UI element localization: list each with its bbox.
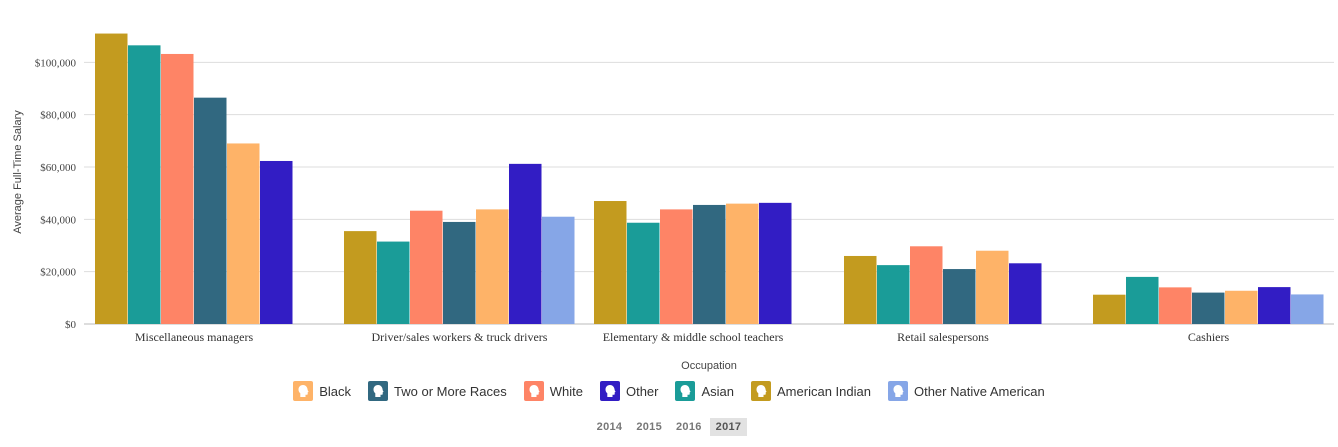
x-category-label: Miscellaneous managers	[135, 330, 254, 344]
y-tick-label: $80,000	[40, 110, 76, 122]
legend-label: American Indian	[777, 383, 871, 399]
legend-item[interactable]: Other	[599, 381, 659, 401]
bar-asian[interactable]	[377, 241, 410, 324]
bar-white[interactable]	[660, 209, 693, 324]
bar-other[interactable]	[260, 160, 293, 324]
bar-two-or-more-races[interactable]	[693, 204, 726, 324]
legend: Black Two or More Races White Other Asian Ame…	[0, 381, 1338, 401]
year-option-2015[interactable]: 2015	[636, 421, 662, 433]
legend-item[interactable]: White	[523, 381, 583, 401]
x-category-label: Retail salespersons	[897, 330, 989, 344]
bar-american-indian[interactable]	[844, 255, 877, 324]
bar-other-native-american[interactable]	[542, 216, 575, 324]
x-axis-categories: Miscellaneous managers Driver/sales worke…	[135, 330, 1230, 344]
year-option-2016[interactable]: 2016	[676, 421, 702, 433]
bar-other[interactable]	[509, 163, 542, 324]
legend-item[interactable]: Black	[293, 381, 351, 401]
bar-asian[interactable]	[128, 45, 161, 324]
person-head-icon	[599, 381, 620, 401]
person-head-icon	[368, 381, 389, 401]
legend-label: Asian	[701, 383, 735, 399]
bar-two-or-more-races[interactable]	[1192, 292, 1225, 324]
year-option-2014[interactable]: 2014	[596, 421, 623, 433]
bar-white[interactable]	[910, 246, 943, 324]
bar-american-indian[interactable]	[594, 201, 627, 324]
bar-two-or-more-races[interactable]	[943, 269, 976, 324]
bar-white[interactable]	[1159, 287, 1192, 324]
bar-black[interactable]	[976, 250, 1009, 324]
bars	[95, 33, 1324, 325]
bar-two-or-more-races[interactable]	[194, 97, 227, 325]
bar-other-native-american[interactable]	[1291, 294, 1324, 324]
legend-item[interactable]: Asian	[675, 381, 734, 401]
person-head-icon	[751, 381, 772, 401]
legend-item[interactable]: American Indian	[751, 381, 871, 401]
bar-chart: $0 $20,000 $40,000 $60,000 $80,000 $100,000 M…	[12, 33, 1334, 372]
legend-item[interactable]: Two or More Races	[368, 381, 507, 401]
y-tick-label: $20,000	[40, 267, 76, 279]
bar-asian[interactable]	[877, 265, 910, 324]
x-category-label: Elementary & middle school teachers	[603, 330, 784, 344]
year-option-2017[interactable]: 2017	[709, 418, 748, 436]
legend-label: Other	[625, 383, 659, 399]
x-axis-title: Occupation	[681, 360, 737, 372]
bar-two-or-more-races[interactable]	[443, 221, 476, 324]
person-head-icon	[887, 381, 908, 401]
bar-white[interactable]	[161, 53, 194, 325]
legend-label: Black	[319, 383, 352, 399]
y-tick-label: $0	[65, 319, 77, 331]
bar-asian[interactable]	[627, 222, 660, 324]
bar-american-indian[interactable]	[344, 231, 377, 324]
legend-label: Other Native American	[913, 383, 1045, 399]
person-head-icon	[675, 381, 696, 401]
bar-black[interactable]	[227, 143, 260, 324]
legend-item[interactable]: Other Native American	[887, 381, 1045, 401]
bar-asian[interactable]	[1126, 276, 1159, 324]
y-axis-title: Average Full-Time Salary	[12, 110, 24, 234]
y-tick-label: $40,000	[40, 214, 76, 226]
y-axis-ticks: $0 $20,000 $40,000 $60,000 $80,000 $100,000	[35, 57, 77, 331]
x-category-label: Driver/sales workers & truck drivers	[372, 330, 548, 344]
y-tick-label: $60,000	[40, 162, 76, 174]
legend-label: White	[549, 383, 583, 399]
bar-black[interactable]	[1225, 290, 1258, 324]
bar-american-indian[interactable]	[95, 33, 128, 325]
person-head-icon	[523, 381, 544, 401]
x-category-label: Cashiers	[1188, 330, 1230, 344]
bar-other[interactable]	[1009, 263, 1042, 324]
bar-black[interactable]	[726, 203, 759, 324]
y-tick-label: $100,000	[35, 57, 77, 69]
bar-other[interactable]	[759, 202, 792, 324]
bar-other[interactable]	[1258, 287, 1291, 324]
legend-label: Two or More Races	[394, 383, 507, 399]
bar-white[interactable]	[410, 210, 443, 324]
bar-black[interactable]	[476, 209, 509, 324]
bar-american-indian[interactable]	[1093, 294, 1126, 324]
person-head-icon	[293, 381, 314, 401]
year-selector: 2014 2015 2016 2017	[0, 418, 1338, 436]
